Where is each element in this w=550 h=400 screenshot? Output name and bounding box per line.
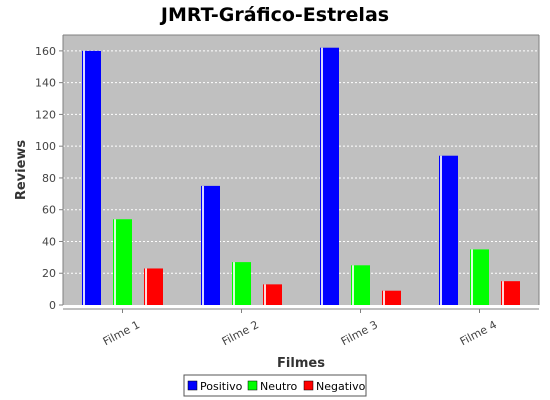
x-tick-label: Filme 3 [339, 318, 380, 348]
bar-positivo-1 [82, 50, 101, 305]
bar-neutro-2 [232, 262, 251, 305]
gridlines [63, 50, 539, 274]
y-tick-label: 140 [35, 77, 56, 90]
y-tick-label: 80 [42, 172, 56, 185]
legend-item-positivo: Positivo [187, 380, 243, 393]
bar-negativo-3 [382, 290, 401, 305]
y-tick-label: 100 [35, 140, 56, 153]
y-tick-label: 20 [42, 267, 56, 280]
legend-label: Negativo [316, 380, 366, 393]
x-tick-labels: Filme 1 Filme 2 Filme 3 Filme 4 [101, 309, 499, 348]
legend: Positivo Neutro Negativo [183, 374, 367, 397]
y-axis-label: Reviews [14, 140, 29, 201]
y-tick-label: 120 [35, 108, 56, 121]
bar-neutro-4 [470, 249, 489, 305]
x-tick-label: Filme 1 [101, 318, 142, 348]
legend-box [183, 374, 367, 397]
bar-negativo-1 [144, 268, 163, 305]
bar-positivo-4 [439, 155, 458, 305]
y-tick-label: 0 [49, 299, 56, 312]
chart-title: JMRT-Gráfico-Estrelas [159, 4, 389, 26]
y-tick-label: 40 [42, 235, 56, 248]
bar-negativo-2 [263, 284, 282, 305]
legend-label: Positivo [200, 380, 243, 393]
axes [62, 34, 540, 310]
bar-neutro-3 [351, 265, 370, 305]
legend-item-neutro: Neutro [247, 380, 298, 393]
y-tick-labels: 0 20 40 60 80 100 120 140 160 [35, 45, 63, 312]
x-tick-label: Filme 4 [458, 318, 499, 348]
y-tick-label: 60 [42, 204, 56, 217]
bar-neutro-1 [113, 219, 132, 305]
legend-label: Neutro [260, 380, 298, 393]
bars [82, 47, 520, 306]
bar-positivo-2 [201, 185, 220, 305]
x-tick-label: Filme 2 [220, 318, 261, 348]
bar-positivo-3 [320, 47, 339, 306]
bar-negativo-4 [501, 281, 520, 305]
y-tick-label: 160 [35, 45, 56, 58]
x-axis-label: Filmes [277, 356, 325, 371]
plot-area [63, 35, 539, 305]
legend-item-negativo: Negativo [303, 380, 366, 393]
